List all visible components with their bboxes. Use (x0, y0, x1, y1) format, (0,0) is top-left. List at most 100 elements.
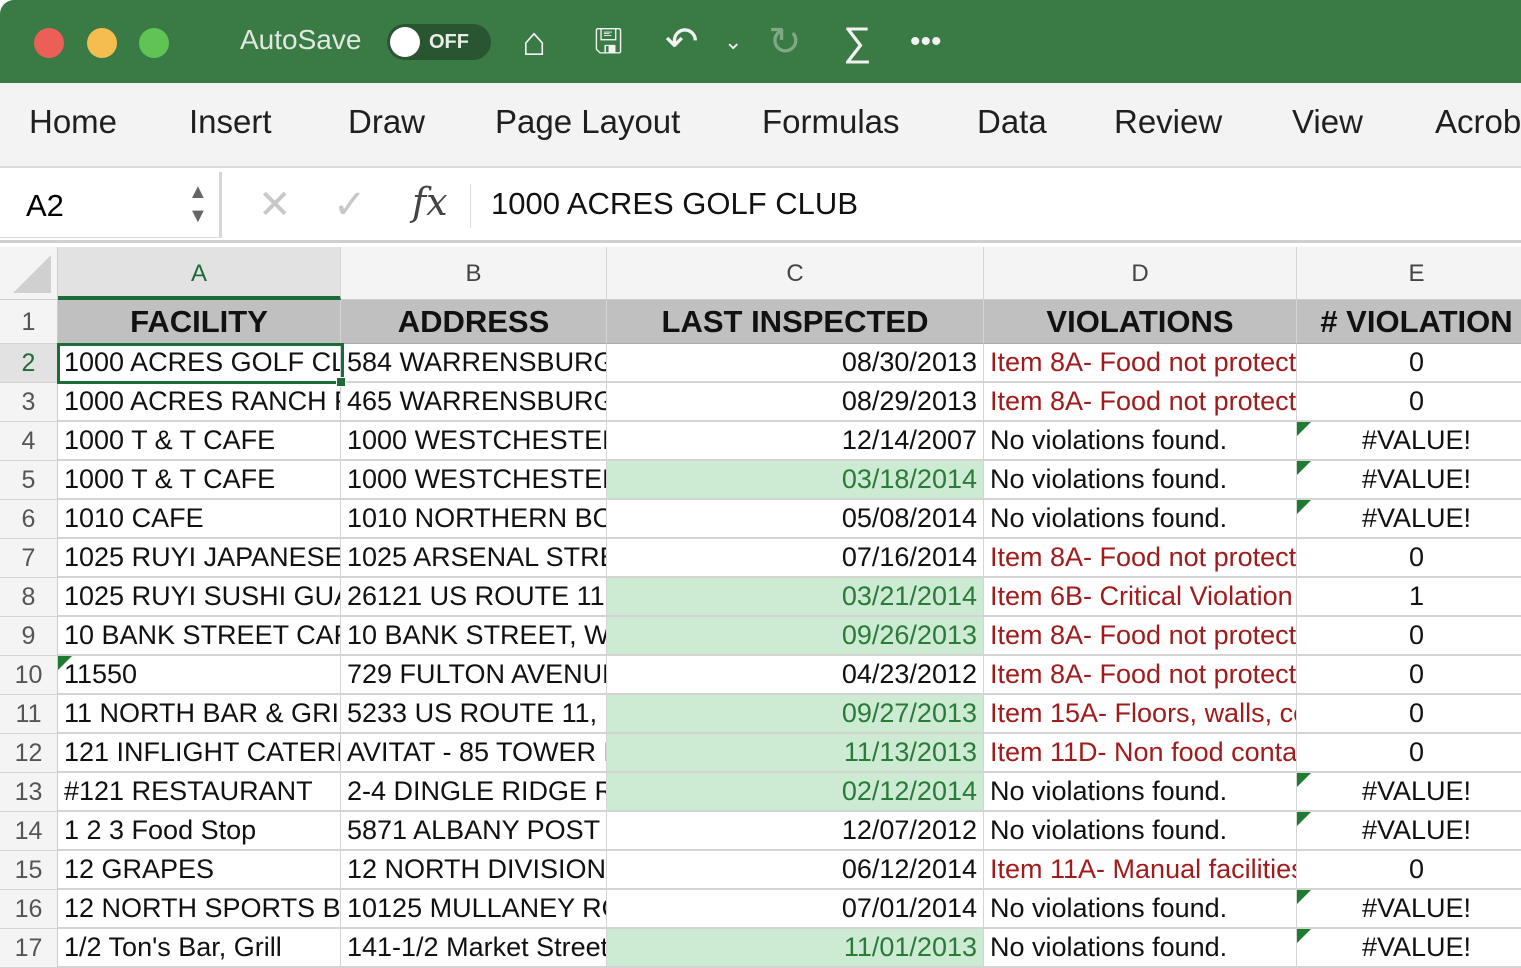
violations-cell[interactable]: No violations found. (984, 812, 1297, 851)
address-cell[interactable]: 1000 WESTCHESTER AVENUE (341, 461, 607, 500)
count-cell[interactable]: #VALUE! (1297, 929, 1521, 968)
header-cell[interactable]: # VIOLATION (1297, 300, 1521, 344)
violations-cell[interactable]: Item 8A- Food not protected (984, 617, 1297, 656)
count-cell[interactable]: #VALUE! (1297, 890, 1521, 929)
count-cell[interactable]: 0 (1297, 344, 1521, 383)
date-cell[interactable]: 09/27/2013 (607, 695, 984, 734)
close-window-button[interactable] (34, 28, 64, 58)
violations-cell[interactable]: Item 11A- Manual facilities (984, 851, 1297, 890)
facility-cell[interactable]: 1/2 Ton's Bar, Grill (58, 929, 341, 968)
date-cell[interactable]: 03/21/2014 (607, 578, 984, 617)
select-all-corner[interactable] (0, 247, 58, 300)
facility-cell[interactable]: 1000 ACRES GOLF CLUB (58, 344, 341, 383)
date-cell[interactable]: 07/01/2014 (607, 890, 984, 929)
violations-cell[interactable]: Item 8A- Food not protected (984, 656, 1297, 695)
more-icon[interactable]: ••• (910, 25, 942, 58)
error-indicator[interactable] (1297, 890, 1311, 904)
count-cell[interactable]: 0 (1297, 656, 1521, 695)
tab-data[interactable]: Data (977, 103, 1047, 140)
address-cell[interactable]: 1025 ARSENAL STREET (341, 539, 607, 578)
address-cell[interactable]: 10 BANK STREET, WHITE (341, 617, 607, 656)
facility-cell[interactable]: 1000 T & T CAFE (58, 461, 341, 500)
row-header[interactable]: 12 (0, 734, 58, 773)
header-cell[interactable]: VIOLATIONS (984, 300, 1297, 344)
date-cell[interactable]: 12/07/2012 (607, 812, 984, 851)
address-cell[interactable]: 5233 US ROUTE 11, (341, 695, 607, 734)
row-header[interactable]: 7 (0, 539, 58, 578)
date-cell[interactable]: 02/12/2014 (607, 773, 984, 812)
address-cell[interactable]: 584 WARRENSBURG ROAD (341, 344, 607, 383)
name-box-stepper-icon[interactable]: ▲ ▼ (188, 181, 208, 227)
column-header-c[interactable]: C (607, 247, 984, 300)
count-cell[interactable]: 0 (1297, 383, 1521, 422)
date-cell[interactable]: 11/01/2013 (607, 929, 984, 968)
column-header-b[interactable]: B (341, 247, 607, 300)
violations-cell[interactable]: No violations found. (984, 890, 1297, 929)
date-cell[interactable]: 04/23/2012 (607, 656, 984, 695)
header-cell[interactable]: LAST INSPECTED (607, 300, 984, 344)
column-header-d[interactable]: D (984, 247, 1297, 300)
tab-draw[interactable]: Draw (348, 103, 426, 140)
formula-input[interactable]: 1000 ACRES GOLF CLUB (491, 186, 858, 221)
address-cell[interactable]: 141-1/2 Market Street (341, 929, 607, 968)
name-box[interactable]: A2 ▲ ▼ (0, 172, 222, 238)
facility-cell[interactable]: 12 GRAPES (58, 851, 341, 890)
tab-home[interactable]: Home (29, 103, 118, 140)
count-cell[interactable]: 1 (1297, 578, 1521, 617)
facility-cell[interactable]: #121 RESTAURANT (58, 773, 341, 812)
count-cell[interactable]: #VALUE! (1297, 422, 1521, 461)
row-header[interactable]: 2 (0, 344, 58, 383)
facility-cell[interactable]: 11550 (58, 656, 341, 695)
header-cell[interactable]: FACILITY (58, 300, 341, 344)
row-header[interactable]: 1 (0, 300, 58, 344)
violations-cell[interactable]: Item 8A- Food not protected (984, 383, 1297, 422)
address-cell[interactable]: 5871 ALBANY POST ROAD (341, 812, 607, 851)
error-indicator[interactable] (1297, 812, 1311, 826)
violations-cell[interactable]: No violations found. (984, 461, 1297, 500)
error-indicator[interactable] (1297, 929, 1311, 943)
facility-cell[interactable]: 12 NORTH SPORTS BAR (58, 890, 341, 929)
row-header[interactable]: 16 (0, 890, 58, 929)
date-cell[interactable]: 06/12/2014 (607, 851, 984, 890)
row-header[interactable]: 8 (0, 578, 58, 617)
violations-cell[interactable]: No violations found. (984, 773, 1297, 812)
tab-review[interactable]: Review (1114, 103, 1223, 140)
violations-cell[interactable]: No violations found. (984, 422, 1297, 461)
tab-page-layout[interactable]: Page Layout (495, 103, 681, 140)
row-header[interactable]: 17 (0, 929, 58, 968)
date-cell[interactable]: 08/29/2013 (607, 383, 984, 422)
chevron-down-icon[interactable]: ⌄ (724, 29, 743, 54)
row-header[interactable]: 11 (0, 695, 58, 734)
sum-icon[interactable]: ∑ (843, 20, 872, 64)
confirm-icon[interactable]: ✓ (333, 183, 367, 227)
row-header[interactable]: 14 (0, 812, 58, 851)
header-cell[interactable]: ADDRESS (341, 300, 607, 344)
row-header[interactable]: 13 (0, 773, 58, 812)
date-cell[interactable]: 03/18/2014 (607, 461, 984, 500)
address-cell[interactable]: 1010 NORTHERN BOULEVARD (341, 500, 607, 539)
error-indicator[interactable] (1297, 500, 1311, 514)
tab-acrobat[interactable]: Acrob (1435, 103, 1521, 140)
violations-cell[interactable]: Item 15A- Floors, walls, ceilings (984, 695, 1297, 734)
facility-cell[interactable]: 1025 RUYI SUSHI GUAN (58, 578, 341, 617)
facility-cell[interactable]: 1010 CAFE (58, 500, 341, 539)
row-header[interactable]: 6 (0, 500, 58, 539)
row-header[interactable]: 10 (0, 656, 58, 695)
address-cell[interactable]: 26121 US ROUTE 11 (341, 578, 607, 617)
count-cell[interactable]: 0 (1297, 851, 1521, 890)
address-cell[interactable]: 2-4 DINGLE RIDGE ROAD (341, 773, 607, 812)
facility-cell[interactable]: 1025 RUYI JAPANESE (58, 539, 341, 578)
facility-cell[interactable]: 121 INFLIGHT CATERING (58, 734, 341, 773)
facility-cell[interactable]: 11 NORTH BAR & GRILL (58, 695, 341, 734)
count-cell[interactable]: #VALUE! (1297, 773, 1521, 812)
cancel-icon[interactable]: ✕ (258, 183, 292, 227)
violations-cell[interactable]: No violations found. (984, 929, 1297, 968)
autosave-toggle[interactable]: OFF (387, 24, 491, 60)
count-cell[interactable]: 0 (1297, 617, 1521, 656)
undo-icon[interactable]: ↶ (665, 20, 699, 64)
address-cell[interactable]: 10125 MULLANEY ROAD (341, 890, 607, 929)
date-cell[interactable]: 12/14/2007 (607, 422, 984, 461)
count-cell[interactable]: 0 (1297, 539, 1521, 578)
fill-handle[interactable] (336, 377, 346, 387)
redo-icon[interactable]: ↻ (768, 20, 802, 64)
